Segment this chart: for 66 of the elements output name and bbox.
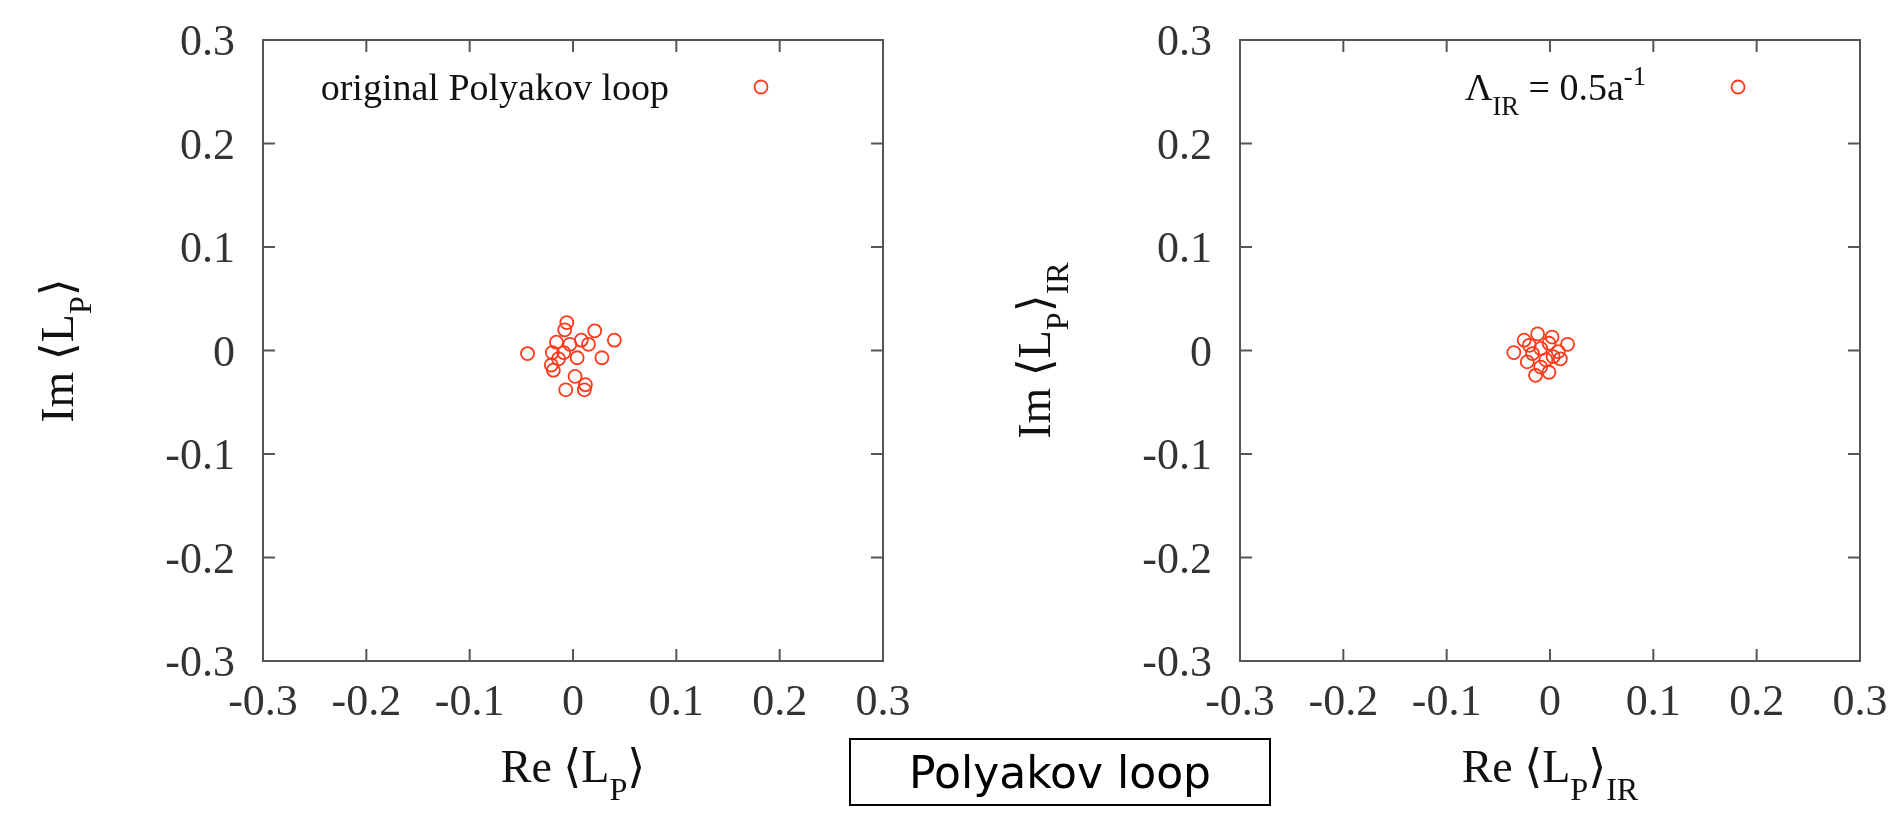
x-tick-label: 0.3: [855, 676, 911, 725]
x-tick-label: 0.3: [1832, 676, 1888, 725]
y-tick-label: 0.1: [180, 223, 235, 273]
point: [1538, 352, 1554, 368]
x-tick-label: 0.1: [1625, 676, 1681, 725]
y-tick-label: -0.1: [165, 430, 235, 480]
x-tick-label: 0.1: [648, 676, 704, 725]
point: [520, 346, 535, 362]
point: [567, 368, 583, 384]
legend-label: original Polyakov loop: [320, 66, 669, 109]
y-tick-label: 0.1: [1157, 223, 1212, 273]
point: [606, 332, 622, 348]
point: [576, 382, 592, 398]
point: [558, 382, 574, 398]
point: [1560, 336, 1575, 352]
point: [544, 345, 560, 360]
x-axis-title: Re ⟨L$_{P}$⟩$_{IR}$: [1461, 741, 1639, 807]
point: [573, 332, 589, 348]
x-tick-label: -0.2: [1308, 676, 1379, 725]
x-tick-label: -0.1: [434, 676, 505, 725]
point: [1533, 359, 1549, 375]
point: [581, 336, 596, 352]
point: [1550, 344, 1566, 359]
point: [594, 350, 610, 366]
point: [569, 350, 585, 366]
point: [1552, 351, 1568, 367]
point: [1519, 354, 1535, 370]
point: [578, 377, 593, 393]
point: [562, 336, 578, 352]
point: [1541, 364, 1557, 380]
point: [587, 323, 603, 339]
x-tick-label: 0: [1539, 676, 1561, 725]
point: [543, 357, 559, 373]
x-tick-label: 0.2: [1729, 676, 1785, 725]
y-tick-label: -0.1: [1142, 430, 1212, 480]
point: [545, 362, 561, 378]
x-tick-label: 0: [562, 676, 584, 725]
text: Polyakov loop: [909, 746, 1211, 798]
point: [1506, 345, 1522, 360]
x-tick-label: 0.2: [752, 676, 808, 725]
point: [1525, 346, 1540, 362]
x-tick-label: -0.2: [331, 676, 402, 725]
x-axis-title: Re ⟨L$_{P}$⟩: [500, 741, 646, 807]
y-tick-label: 0.2: [1157, 119, 1212, 169]
point: [1541, 335, 1557, 351]
point: [1516, 332, 1532, 348]
y-tick-label: 0.2: [180, 119, 235, 169]
point: [1533, 341, 1549, 356]
x-tick-label: -0.1: [1411, 676, 1482, 725]
point: [556, 345, 572, 360]
legend-label: Λ$_{IR}$ = 0.5a$^{-1}$: [1464, 61, 1646, 122]
point: [1545, 349, 1561, 365]
y-tick-label: -0.2: [165, 533, 235, 583]
point: [549, 334, 564, 350]
y-tick-label: 0.3: [180, 16, 235, 66]
point: [557, 322, 573, 338]
y-tick-label: 0: [1190, 326, 1212, 376]
point: [1530, 326, 1545, 342]
point: [559, 315, 575, 330]
point: [551, 351, 566, 367]
point: [1528, 367, 1543, 383]
y-tick-label: -0.2: [1142, 533, 1212, 583]
point: [1544, 329, 1560, 345]
point: [1521, 337, 1537, 353]
y-tick-label: 0.3: [1157, 16, 1212, 66]
y-tick-label: 0: [213, 326, 235, 376]
